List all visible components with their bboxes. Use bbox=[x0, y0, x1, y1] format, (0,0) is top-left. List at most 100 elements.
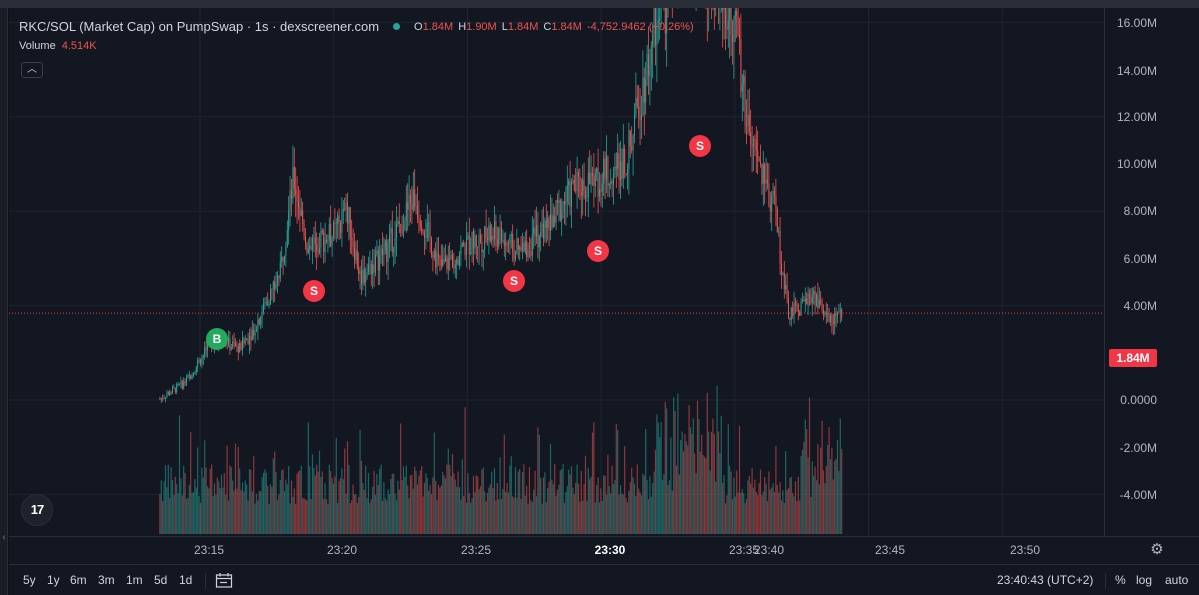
candle-body bbox=[771, 195, 773, 212]
candle-body bbox=[740, 39, 742, 92]
candle-body bbox=[180, 381, 182, 384]
range-5y-button[interactable]: 5y bbox=[23, 573, 36, 587]
volume-bar bbox=[268, 503, 270, 534]
candle-body bbox=[230, 346, 232, 350]
volume-bar bbox=[659, 437, 661, 534]
volume-bar bbox=[313, 467, 315, 534]
volume-bar bbox=[269, 484, 272, 534]
candle-body bbox=[304, 237, 306, 244]
candle-body bbox=[596, 168, 598, 174]
tradingview-logo-icon[interactable]: 17 bbox=[21, 494, 53, 526]
volume-bar bbox=[818, 484, 820, 534]
range-5d-button[interactable]: 5d bbox=[154, 573, 168, 587]
candle-body bbox=[236, 345, 238, 347]
candle-body bbox=[176, 384, 178, 392]
volume-bar bbox=[166, 487, 168, 534]
volume-bar bbox=[439, 487, 441, 534]
volume-bar bbox=[548, 481, 550, 534]
volume-bar bbox=[587, 467, 589, 534]
sell-marker[interactable]: S bbox=[503, 270, 525, 292]
percent-scale-button[interactable]: % bbox=[1115, 573, 1126, 587]
volume-bar bbox=[436, 499, 438, 534]
clock-timezone[interactable]: 23:40:43 (UTC+2) bbox=[997, 573, 1094, 587]
volume-bar bbox=[302, 498, 304, 534]
volume-bar bbox=[248, 469, 251, 534]
candle-body bbox=[436, 253, 438, 268]
range-6m-button[interactable]: 6m bbox=[70, 573, 87, 587]
volume-bar bbox=[554, 463, 556, 534]
price-scale[interactable]: 16.00M 14.00M 12.00M 10.00M 8.00M 6.00M … bbox=[1104, 8, 1199, 536]
volume-bar bbox=[549, 443, 552, 534]
sell-marker[interactable]: S bbox=[303, 280, 325, 302]
volume-bar bbox=[729, 465, 731, 534]
volume-bar bbox=[769, 489, 771, 534]
range-1m-button[interactable]: 1m bbox=[126, 573, 143, 587]
sell-marker[interactable]: S bbox=[689, 135, 711, 157]
volume-bar bbox=[292, 496, 294, 534]
candle-body bbox=[492, 235, 494, 240]
candle-body bbox=[751, 143, 753, 147]
volume-bar bbox=[621, 493, 623, 534]
range-1y-button[interactable]: 1y bbox=[47, 573, 60, 587]
time-label: 23:25 bbox=[460, 543, 492, 557]
volume-bar bbox=[776, 484, 778, 534]
gear-icon[interactable]: ⚙ bbox=[1150, 541, 1164, 558]
chart-canvas[interactable] bbox=[9, 8, 1104, 536]
candle-body bbox=[801, 300, 803, 302]
candle-body bbox=[255, 329, 257, 332]
candle-body bbox=[759, 160, 761, 164]
candle-body bbox=[306, 243, 308, 253]
volume-bar bbox=[745, 498, 748, 534]
volume-bar bbox=[387, 489, 389, 534]
candle-body bbox=[296, 194, 298, 202]
sell-marker[interactable]: S bbox=[587, 240, 609, 262]
candle-body bbox=[267, 302, 269, 305]
range-3m-button[interactable]: 3m bbox=[98, 573, 115, 587]
candle-body bbox=[775, 195, 777, 210]
candle-body bbox=[768, 183, 770, 205]
candle-body bbox=[463, 243, 465, 246]
volume-bar bbox=[597, 477, 599, 534]
candle-body bbox=[794, 302, 796, 305]
volume-bar bbox=[635, 495, 637, 534]
candle-body bbox=[485, 226, 487, 238]
volume-bar bbox=[177, 493, 179, 534]
volume-bar bbox=[386, 500, 388, 534]
time-label: 23:35 bbox=[728, 543, 760, 557]
candle-body bbox=[198, 359, 200, 361]
candle-body bbox=[328, 223, 330, 240]
log-scale-button[interactable]: log bbox=[1136, 573, 1153, 587]
symbol-title[interactable]: RKC/SOL (Market Cap) on PumpSwap · 1s · … bbox=[19, 19, 380, 34]
candle-body bbox=[269, 288, 271, 305]
volume-bar bbox=[612, 484, 615, 534]
range-1d-button[interactable]: 1d bbox=[179, 573, 193, 587]
auto-scale-button[interactable]: auto bbox=[1165, 573, 1189, 587]
candle-body bbox=[348, 207, 350, 224]
volume-bar bbox=[647, 499, 650, 534]
volume-bar bbox=[761, 494, 763, 534]
candle-body bbox=[257, 319, 259, 330]
time-scale[interactable]: 23:15 23:20 23:25 23:30 23:35 23:40 23:4… bbox=[9, 536, 1199, 564]
volume-bar bbox=[734, 496, 736, 534]
candle-body bbox=[559, 200, 561, 221]
ohlc-values: O 1.84M H 1.90M L 1.84M C 1.84M -4,752.9462 … bbox=[414, 21, 699, 33]
chevron-up-icon[interactable]: ︿ bbox=[21, 62, 43, 78]
volume-bar bbox=[478, 489, 480, 534]
candle-body bbox=[422, 232, 424, 234]
expand-left-icon[interactable]: ‹ bbox=[2, 532, 6, 543]
buy-marker[interactable]: B bbox=[206, 328, 228, 350]
candle-body bbox=[807, 293, 809, 305]
volume-bar bbox=[479, 486, 482, 534]
candle-body bbox=[524, 240, 526, 252]
volume-bar bbox=[317, 471, 319, 534]
volume-bar bbox=[429, 485, 431, 534]
volume-bar bbox=[257, 500, 259, 534]
calendar-icon[interactable] bbox=[215, 572, 233, 588]
candle-body bbox=[569, 180, 571, 207]
candle-body bbox=[325, 239, 327, 242]
candle-body bbox=[261, 311, 263, 317]
volume-bar bbox=[262, 472, 265, 534]
chart-pane[interactable]: RKC/SOL (Market Cap) on PumpSwap · 1s · … bbox=[9, 8, 1104, 536]
candle-body bbox=[418, 218, 420, 221]
candle-body bbox=[572, 180, 574, 183]
